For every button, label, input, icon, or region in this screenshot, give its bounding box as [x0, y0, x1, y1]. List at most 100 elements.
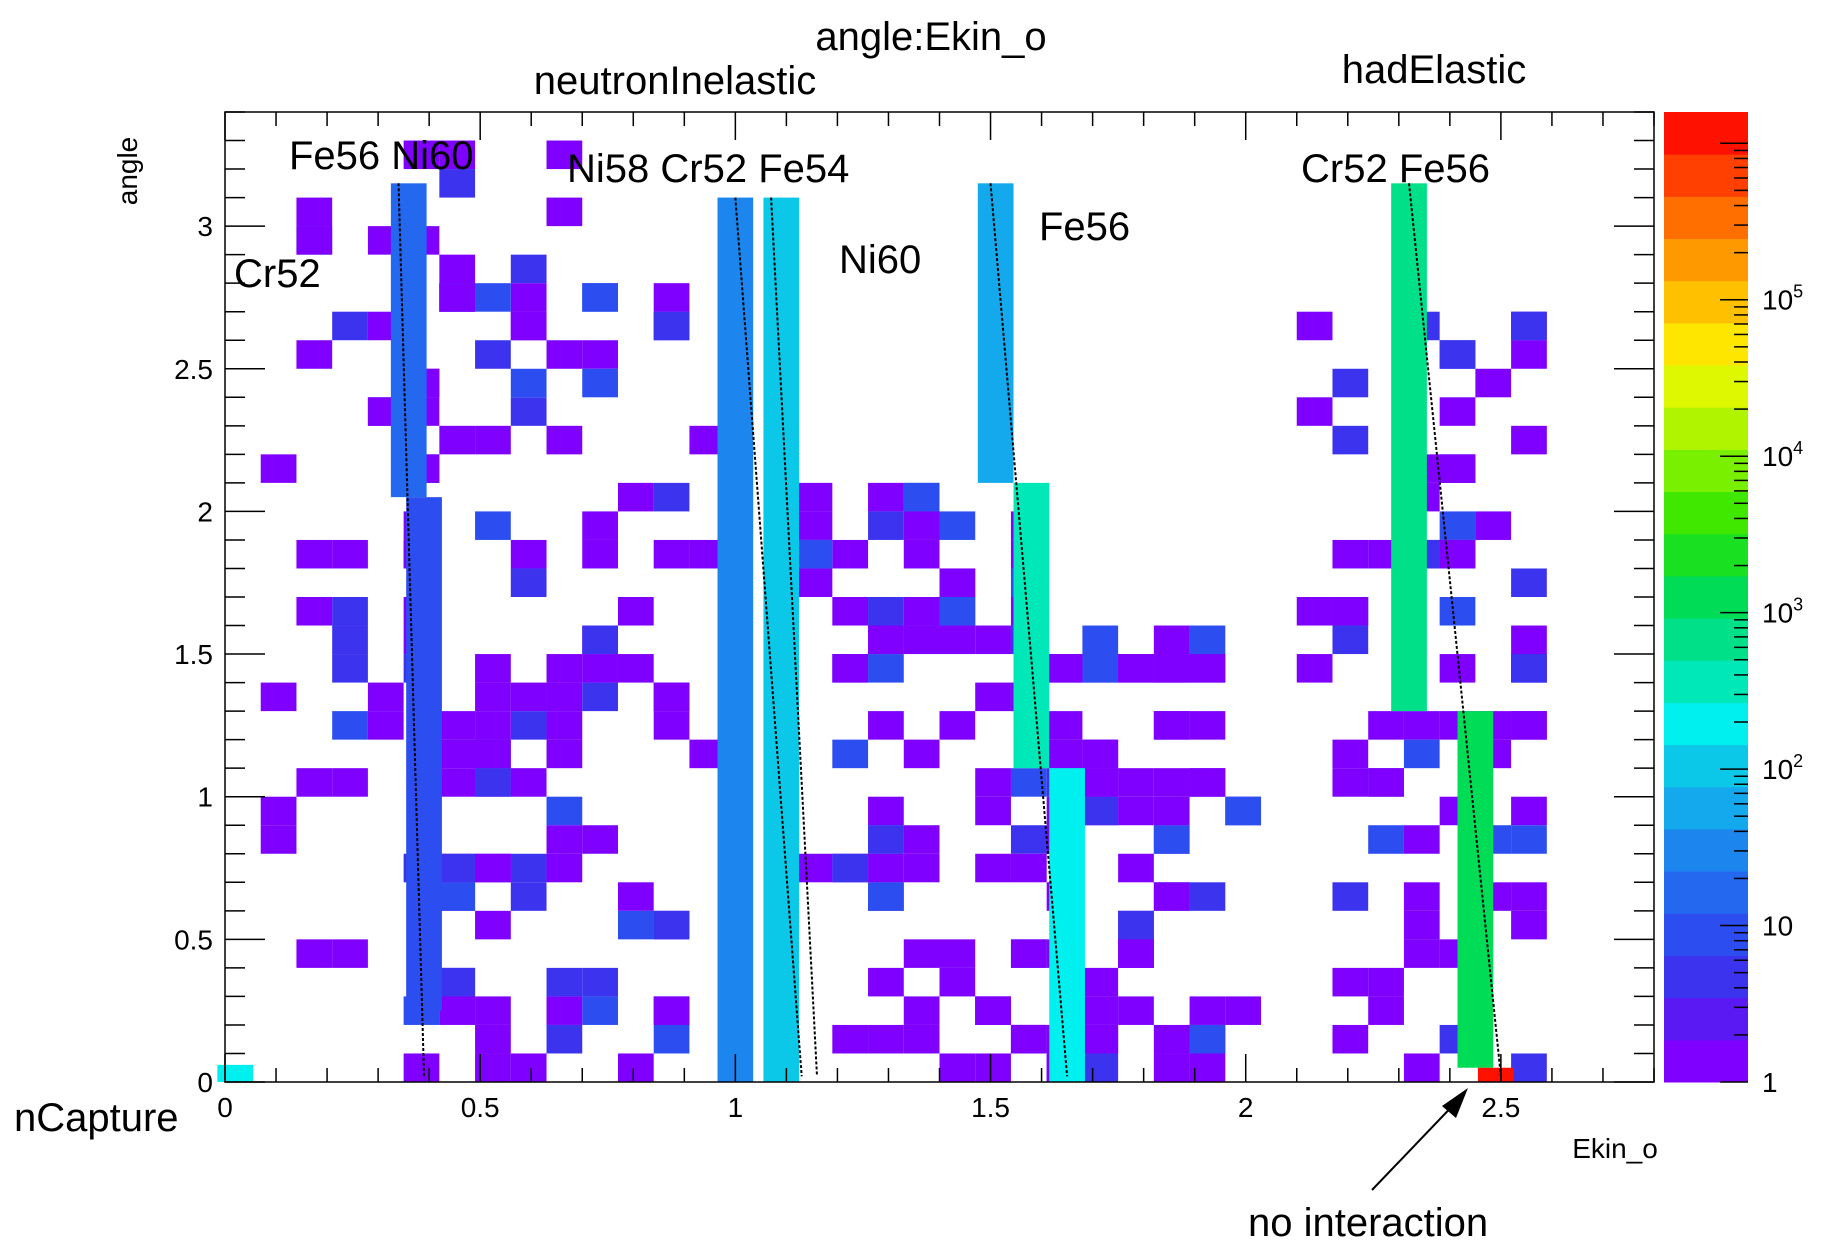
- heatmap-cell: [332, 654, 368, 683]
- heatmap-cell: [1511, 825, 1547, 854]
- heatmap-cell: [903, 739, 940, 769]
- heatmap-cell: [903, 511, 940, 540]
- heatmap-cell: [868, 482, 904, 512]
- heatmap-cell: [975, 853, 1011, 883]
- heatmap-cell: [796, 539, 833, 569]
- color-scale-bar: [1664, 112, 1748, 1083]
- heatmap-cell: [1046, 711, 1083, 740]
- heatmap-cell: [475, 910, 511, 940]
- heatmap-cell: [1118, 939, 1154, 968]
- heatmap-cell: [939, 625, 976, 655]
- color-scale-swatch: [1664, 702, 1748, 746]
- heatmap-cell: [332, 311, 368, 341]
- heatmap-cell: [653, 482, 690, 512]
- heatmap-cell: [1082, 654, 1119, 683]
- heatmap-cell: [1296, 397, 1333, 426]
- x-axis: 0 0.5 1 1.5 2 2.5: [217, 112, 1655, 1123]
- heatmap-cells: [217, 140, 1547, 1082]
- heatmap-cell: [510, 1053, 547, 1082]
- heatmap-cell: [1189, 654, 1226, 683]
- heatmap-cell: [439, 283, 476, 312]
- heatmap-cell: [510, 397, 547, 426]
- heatmap-cell: [1332, 597, 1369, 626]
- heatmap-band: [1457, 711, 1494, 1068]
- heatmap-cell: [903, 539, 940, 569]
- color-scale-label: 105: [1762, 282, 1803, 316]
- heatmap-cell: [1046, 654, 1083, 683]
- x-tick-label: 1.5: [971, 1092, 1010, 1123]
- color-scale-swatch: [1664, 365, 1748, 408]
- heatmap-cell: [332, 597, 368, 626]
- color-scale-swatch: [1664, 1039, 1748, 1083]
- heatmap-cell: [582, 539, 618, 569]
- heatmap-cell: [475, 768, 511, 797]
- heatmap-band: [390, 183, 427, 498]
- heatmap-cell: [582, 340, 618, 369]
- heatmap-cell: [510, 711, 547, 740]
- heatmap-cell: [403, 140, 440, 170]
- heatmap-cell: [510, 682, 547, 712]
- heatmap-cell: [939, 939, 976, 968]
- y-tick-label: 3: [197, 211, 213, 242]
- heatmap-cell: [1332, 539, 1369, 569]
- heatmap-cell: [1368, 967, 1404, 997]
- heatmap-cell: [1153, 654, 1190, 683]
- heatmap-cell: [1153, 825, 1190, 854]
- heatmap-cell: [796, 482, 833, 512]
- x-tick-label: 0: [217, 1092, 233, 1123]
- heatmap-cell: [1010, 853, 1047, 883]
- heatmap-cell: [296, 226, 333, 255]
- correlation-lines: [397, 183, 1502, 1077]
- y-axis-label: angle: [112, 137, 143, 206]
- heatmap-cell: [582, 654, 618, 683]
- heatmap-cell: [903, 996, 940, 1025]
- heatmap-cell: [475, 739, 511, 769]
- heatmap-cell: [510, 368, 547, 398]
- heatmap-cell: [832, 539, 869, 569]
- heatmap-cell: [332, 625, 368, 655]
- y-tick-label: 2.5: [174, 354, 213, 385]
- heatmap-cell: [439, 882, 476, 911]
- heatmap-cell: [332, 711, 368, 740]
- heatmap-cell: [296, 197, 333, 227]
- color-scale-swatch: [1664, 575, 1748, 619]
- heatmap-cell: [903, 853, 940, 883]
- y-tick-label: 0: [197, 1067, 213, 1098]
- color-scale-label: 10: [1762, 911, 1793, 942]
- heatmap-cell: [617, 482, 654, 512]
- heatmap-cell: [475, 996, 511, 1025]
- heatmap-cell: [1118, 768, 1154, 797]
- heatmap-cell: [1082, 1053, 1119, 1082]
- annotation-fe56-ni60: Fe56 Ni60: [289, 134, 474, 178]
- heatmap-cell: [510, 768, 547, 797]
- heatmap-cell: [510, 283, 547, 312]
- annotation-had-elastic: hadElastic: [1342, 48, 1527, 92]
- heatmap-cell: [832, 853, 869, 883]
- heatmap-cell: [1082, 996, 1119, 1025]
- annotation-cr52: Cr52: [234, 252, 321, 296]
- heatmap-cell: [296, 939, 333, 968]
- heatmap-cell: [1118, 996, 1154, 1025]
- heatmap-cell: [796, 568, 833, 597]
- heatmap-cell: [975, 682, 1011, 712]
- heatmap-cell: [1118, 853, 1154, 883]
- annotation-cr52-fe56: Cr52 Fe56: [1301, 147, 1490, 191]
- x-tick-label: 2: [1238, 1092, 1254, 1123]
- heatmap-cell: [546, 996, 583, 1025]
- heatmap-cell: [582, 368, 618, 398]
- color-scale-label: 1: [1762, 1067, 1778, 1098]
- heatmap-cell: [868, 654, 904, 683]
- correlation-line: [397, 183, 426, 1077]
- heatmap-cell: [1082, 625, 1119, 655]
- color-scale-swatch: [1664, 913, 1748, 956]
- heatmap-cell: [939, 597, 976, 626]
- heatmap-cell: [546, 711, 583, 740]
- x-tick-label: 2.5: [1481, 1092, 1520, 1123]
- heatmap-cell: [1511, 625, 1547, 655]
- heatmap-cell: [439, 169, 476, 198]
- heatmap-cell: [439, 254, 476, 284]
- heatmap-cell: [939, 568, 976, 597]
- heatmap-cell: [332, 939, 368, 968]
- heatmap-cell: [510, 311, 547, 341]
